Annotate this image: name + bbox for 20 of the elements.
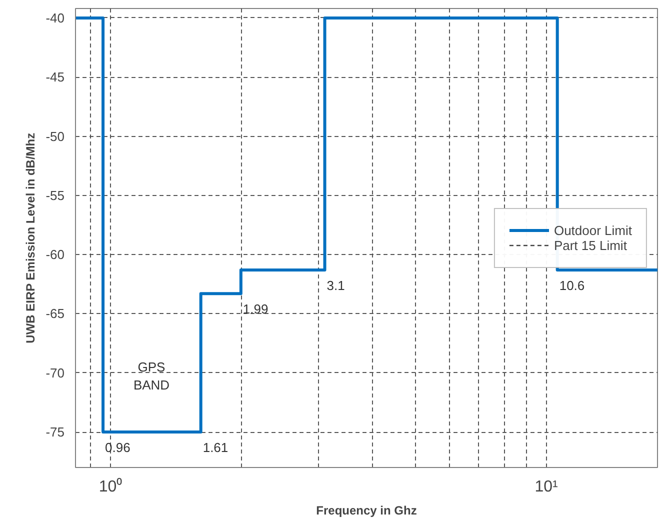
annotation: 3.1 [326,278,345,293]
y-axis-title: UWB EIRP Emission Level in dB/Mhz [24,132,38,344]
x-tick-label: 10¹ [534,478,558,496]
annotation: 1.61 [202,440,228,456]
x-tick-label: 10⁰ [98,478,123,496]
y-tick-label: -70 [46,365,65,380]
y-tick-label: -60 [46,247,65,262]
y-tick-label: -40 [46,10,65,26]
annotation: GPS BAND [133,360,170,392]
y-tick-label: -65 [46,306,65,322]
annotation: 0.96 [105,440,130,456]
y-tick-label: -55 [46,188,65,203]
y-tick-label: -75 [46,424,65,440]
legend-label: Outdoor Limit [554,222,632,238]
x-axis-title: Frequency in Ghz [316,504,417,518]
y-tick-label: -50 [46,128,65,144]
annotation: 1.99 [242,302,268,317]
annotation: 10.6 [559,278,585,293]
y-tick-label: -45 [46,70,65,85]
legend-label: Part 15 Limit [554,238,627,252]
